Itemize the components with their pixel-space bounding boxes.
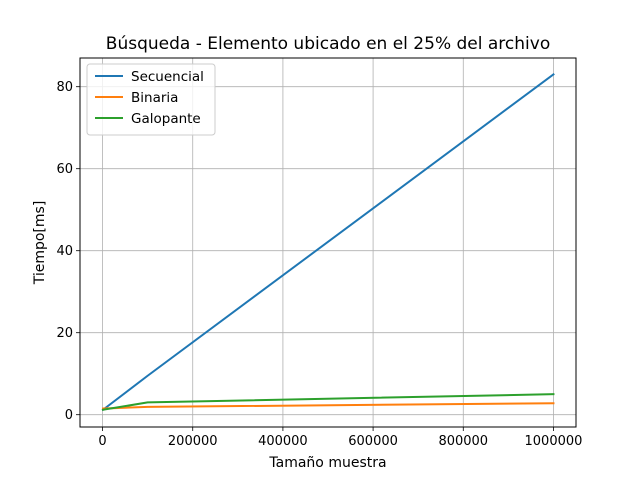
series-lines: [101, 73, 555, 412]
y-tick-label: 40: [56, 244, 73, 259]
y-tick-label: 20: [56, 326, 73, 341]
y-tick-label: 60: [56, 162, 73, 177]
x-tick-label: 600000: [348, 434, 398, 449]
chart-title: Búsqueda - Elemento ubicado en el 25% de…: [106, 34, 550, 54]
legend-label: Secuencial: [131, 69, 204, 85]
axis-ticks: 0 200000 400000 600000 800000 1000000 0 20 40 60 8…: [56, 80, 582, 449]
x-axis-label: Tamaño muestra: [268, 455, 386, 471]
y-axis-label: Tiempo[ms]: [32, 201, 48, 286]
y-tick-label: 80: [56, 80, 73, 95]
x-tick-label: 400000: [258, 434, 308, 449]
legend: Secuencial Binaria Galopante: [86, 63, 216, 136]
y-tick-label: 0: [65, 408, 73, 423]
legend-label: Binaria: [131, 90, 178, 106]
legend-label: Galopante: [131, 111, 201, 127]
grid-lines: [80, 58, 576, 427]
x-tick-label: 0: [98, 434, 106, 449]
plot-frame: [79, 57, 577, 428]
x-tick-label: 200000: [168, 434, 218, 449]
x-tick-label: 1000000: [525, 434, 583, 449]
series-line-secuencial: [101, 73, 555, 412]
series-line-galopante: [101, 393, 555, 411]
x-tick-label: 800000: [438, 434, 488, 449]
